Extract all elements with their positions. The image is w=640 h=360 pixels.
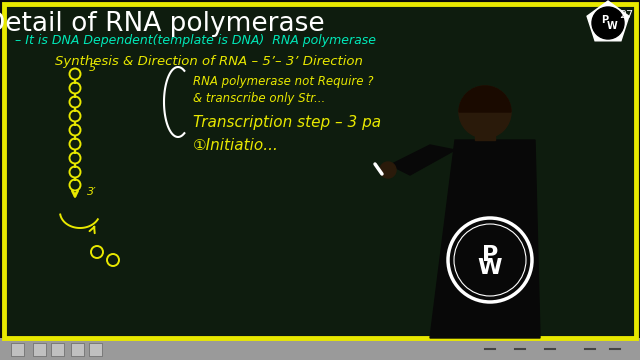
Bar xyxy=(89,343,102,356)
Text: ①Initiatio...: ①Initiatio... xyxy=(193,138,279,153)
Text: 3′: 3′ xyxy=(87,187,97,197)
Circle shape xyxy=(380,162,396,178)
Polygon shape xyxy=(587,1,629,41)
Bar xyxy=(51,343,64,356)
Text: Synthesis & Direction of RNA – 5’– 3’ Direction: Synthesis & Direction of RNA – 5’– 3’ Di… xyxy=(55,55,363,68)
Wedge shape xyxy=(459,86,511,112)
Bar xyxy=(33,343,46,356)
Text: 27: 27 xyxy=(619,10,633,20)
Text: RNA polymerase not Require ?: RNA polymerase not Require ? xyxy=(193,75,374,88)
Text: P: P xyxy=(482,245,498,265)
Text: W: W xyxy=(607,21,618,31)
Text: Transcription step – 3 pa: Transcription step – 3 pa xyxy=(193,115,381,130)
Polygon shape xyxy=(390,145,455,175)
Text: Detail of RNA polymerase: Detail of RNA polymerase xyxy=(0,11,325,37)
Text: – It is DNA Dependent(template is DNA)  RNA polymerase: – It is DNA Dependent(template is DNA) R… xyxy=(15,34,376,47)
Text: P: P xyxy=(602,15,609,25)
Circle shape xyxy=(592,7,624,39)
Text: W: W xyxy=(477,258,502,278)
Bar xyxy=(71,343,84,356)
Circle shape xyxy=(459,86,511,138)
Bar xyxy=(11,343,24,356)
Bar xyxy=(475,118,495,140)
Polygon shape xyxy=(430,140,540,338)
Text: & transcribe only Str...: & transcribe only Str... xyxy=(193,92,325,105)
Circle shape xyxy=(448,218,532,302)
Text: 5′: 5′ xyxy=(89,63,99,73)
Bar xyxy=(0,338,640,360)
